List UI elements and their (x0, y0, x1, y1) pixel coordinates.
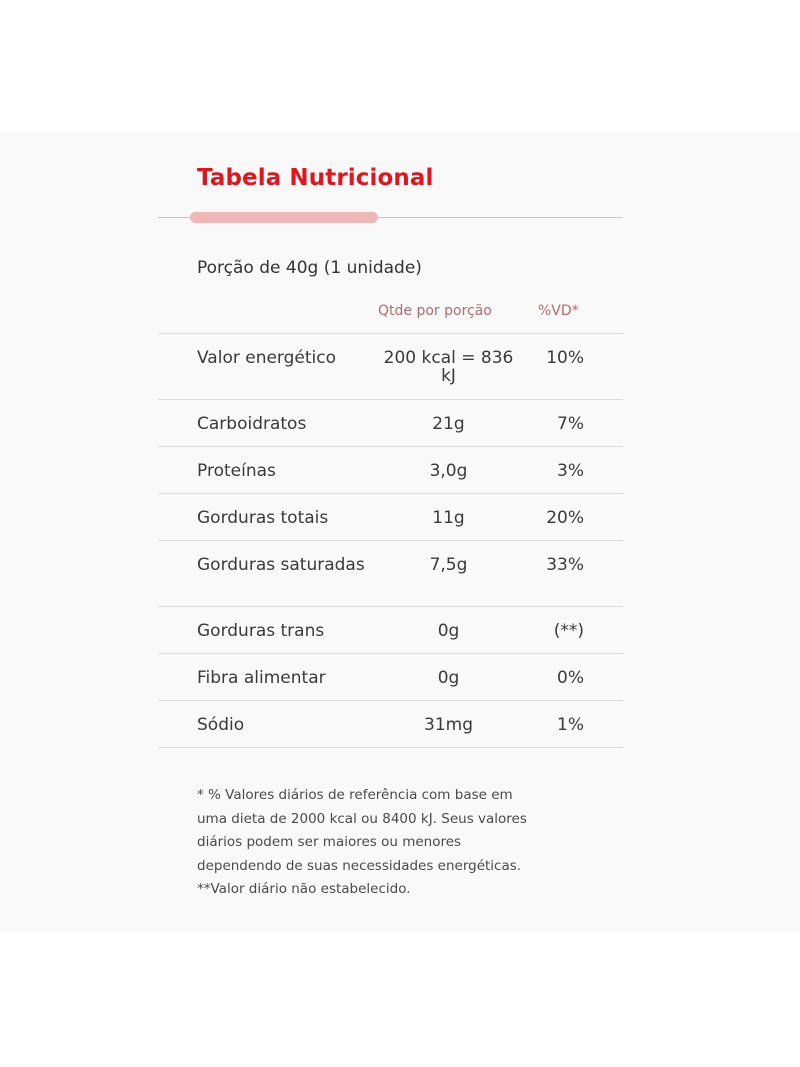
nutrient-qty: 0g (437, 668, 460, 688)
nutrition-table: Valor energético 200 kcal = 836 kJ 10% C… (158, 333, 623, 748)
nutrient-name: Carboidratos (197, 414, 307, 434)
footnote-line: uma dieta de 2000 kcal ou 8400 kJ. Seus … (197, 810, 527, 827)
nutrient-name: Fibra alimentar (197, 668, 326, 688)
nutrient-vd: 33% (546, 555, 584, 575)
title-divider (158, 217, 623, 218)
table-row: Proteínas 3,0g 3% (158, 447, 623, 494)
footnote: * % Valores diários de referência com ba… (197, 784, 597, 902)
nutrition-card (0, 133, 800, 932)
nutrient-qty: 31mg (424, 715, 473, 735)
nutrient-qty: 11g (432, 508, 465, 528)
portion-size: Porção de 40g (1 unidade) (197, 258, 422, 278)
nutrient-qty: 200 kcal = 836 kJ (383, 348, 514, 386)
nutrient-name: Valor energético (197, 348, 337, 368)
footnote-line: dependendo de suas necessidades energéti… (197, 857, 522, 874)
title-accent-bar (190, 212, 378, 223)
footnote-line: **Valor diário não estabelecido. (197, 881, 411, 897)
table-row: Valor energético 200 kcal = 836 kJ 10% (158, 334, 623, 400)
nutrient-vd: 1% (557, 715, 584, 735)
table-row: Gorduras saturadas 7,5g 33% (158, 541, 623, 607)
nutrient-name: Sódio (197, 715, 245, 735)
table-row: Sódio 31mg 1% (158, 701, 623, 748)
table-row: Fibra alimentar 0g 0% (158, 654, 623, 701)
nutrient-qty: 21g (432, 414, 465, 434)
nutrient-vd: 10% (546, 348, 584, 368)
table-row: Gorduras trans 0g (**) (158, 607, 623, 654)
nutrient-vd: 7% (557, 414, 584, 434)
column-header-vd: %VD* (538, 303, 579, 319)
column-header-qty: Qtde por porção (378, 303, 492, 319)
nutrient-name: Gorduras totais (197, 508, 329, 528)
page-title: Tabela Nutricional (197, 165, 434, 191)
nutrient-qty: 7,5g (429, 555, 468, 575)
nutrient-vd: 0% (557, 668, 584, 688)
footnote-line: * % Valores diários de referência com ba… (197, 787, 513, 803)
table-row: Gorduras totais 11g 20% (158, 494, 623, 541)
nutrient-name: Gorduras trans (197, 621, 325, 641)
table-row: Carboidratos 21g 7% (158, 400, 623, 447)
nutrient-vd: (**) (553, 621, 584, 641)
nutrient-name: Proteínas (197, 461, 276, 481)
nutrient-qty: 0g (437, 621, 460, 641)
nutrient-vd: 20% (546, 508, 584, 528)
nutrient-qty: 3,0g (429, 461, 468, 481)
nutrient-vd: 3% (557, 461, 584, 481)
footnote-line: diários podem ser maiores ou menores (197, 834, 462, 850)
nutrient-name: Gorduras saturadas (197, 555, 365, 575)
